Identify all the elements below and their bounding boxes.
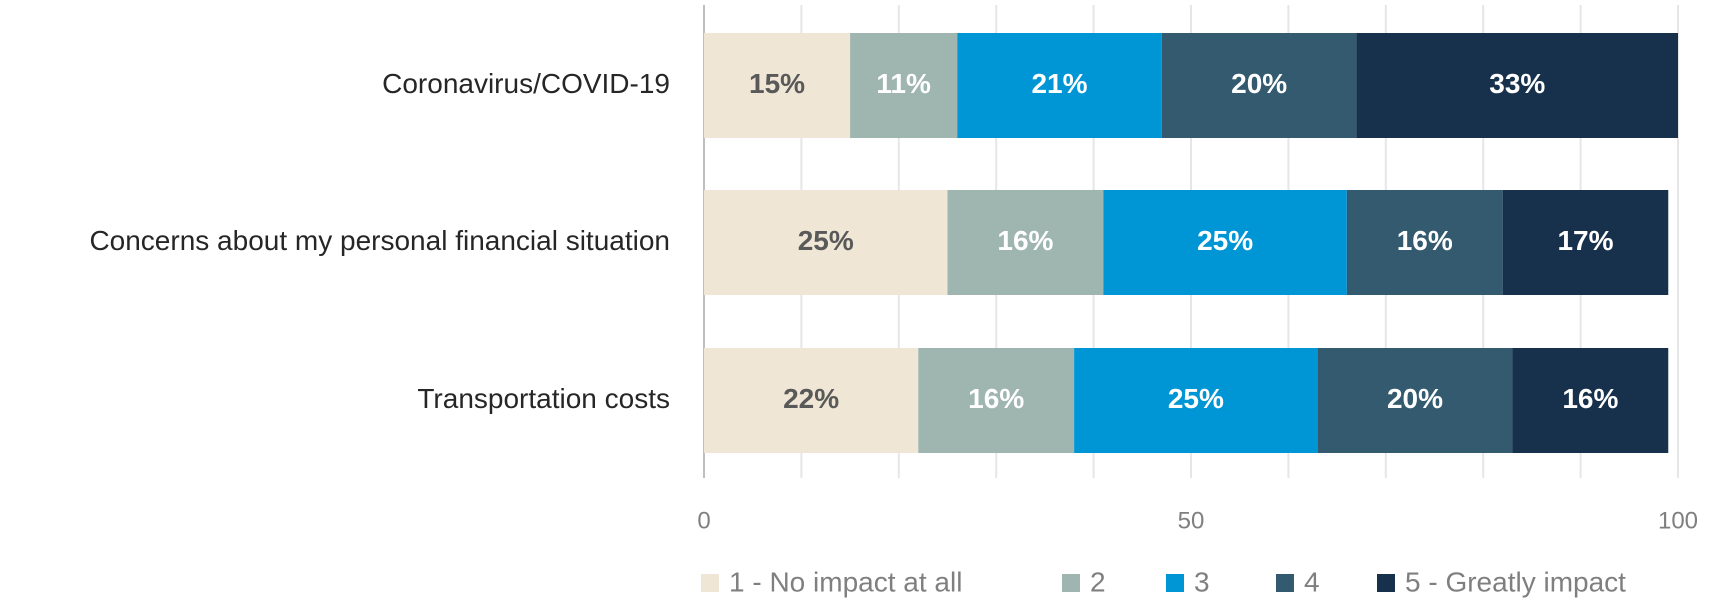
data-label: 16%: [968, 383, 1024, 414]
data-label: 25%: [1168, 383, 1224, 414]
category-label: Coronavirus/COVID-19: [382, 68, 670, 99]
legend-label: 5 - Greatly impact: [1405, 566, 1626, 597]
legend-label: 3: [1194, 566, 1210, 597]
data-label: 11%: [876, 68, 931, 99]
data-label: 20%: [1231, 68, 1287, 99]
bar-segment: [1074, 348, 1318, 453]
x-tick-label: 50: [1178, 507, 1205, 534]
legend-swatch: [701, 574, 719, 592]
bar-segment: [1346, 190, 1503, 295]
data-label: 25%: [798, 225, 854, 256]
data-label: 25%: [1197, 225, 1253, 256]
legend-swatch: [1276, 574, 1294, 592]
legend-swatch: [1377, 574, 1395, 592]
bar-segment: [1103, 190, 1347, 295]
bar-segment: [947, 190, 1104, 295]
data-label: 16%: [1397, 225, 1453, 256]
x-tick-label: 100: [1658, 507, 1698, 534]
data-label: 16%: [1562, 383, 1618, 414]
bar-segment: [918, 348, 1075, 453]
bar-segment: [704, 348, 919, 453]
bar-segment: [704, 33, 851, 138]
bar-segment: [1512, 348, 1669, 453]
bar-segment: [1356, 33, 1678, 138]
data-label: 20%: [1387, 383, 1443, 414]
data-label: 15%: [749, 68, 805, 99]
bar-segment: [1161, 33, 1357, 138]
bar-segment: [1317, 348, 1513, 453]
x-tick-label: 0: [697, 507, 710, 534]
data-label: 16%: [997, 225, 1053, 256]
data-label: 22%: [783, 383, 839, 414]
legend-swatch: [1062, 574, 1080, 592]
legend-label: 4: [1304, 566, 1320, 597]
bar-segment: [704, 190, 948, 295]
category-label: Concerns about my personal financial sit…: [89, 225, 670, 256]
data-label: 21%: [1031, 68, 1087, 99]
bar-segment: [850, 33, 958, 138]
data-label: 17%: [1557, 225, 1613, 256]
legend-label: 1 - No impact at all: [729, 566, 962, 597]
bar-segment: [1502, 190, 1669, 295]
legend-label: 2: [1090, 566, 1106, 597]
bar-segment: [957, 33, 1162, 138]
data-label: 33%: [1489, 68, 1545, 99]
legend-swatch: [1166, 574, 1184, 592]
category-label: Transportation costs: [417, 383, 670, 414]
